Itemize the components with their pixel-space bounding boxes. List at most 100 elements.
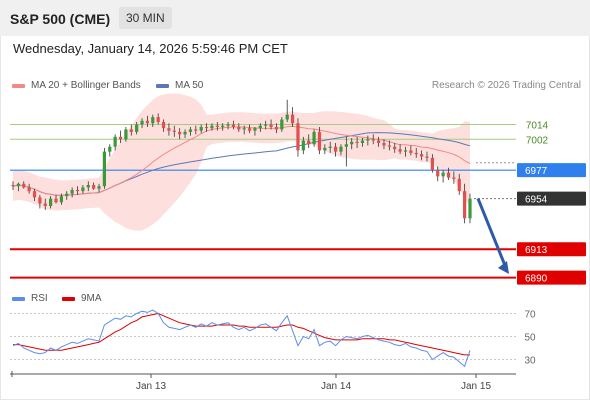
bollinger-band <box>13 93 470 231</box>
candle-body <box>463 191 467 219</box>
level-label-7002: 7002 <box>526 135 549 146</box>
legend-9ma: 9MA <box>62 293 102 304</box>
candle-body <box>221 125 225 127</box>
candle-body <box>393 146 397 150</box>
candle-body <box>156 117 160 122</box>
candle-body <box>194 129 198 131</box>
candle-body <box>253 128 257 131</box>
candle-body <box>290 114 295 124</box>
forecast-arrow-head <box>498 260 509 274</box>
candle-body <box>446 172 451 178</box>
candle-body <box>258 125 262 129</box>
candle-body <box>86 185 90 188</box>
candle-body <box>70 189 74 194</box>
timestamp: Wednesday, January 14, 2026 5:59:46 PM C… <box>13 41 288 56</box>
candle-body <box>419 154 424 157</box>
x-tick-label-1: Jan 14 <box>321 381 351 392</box>
candle-body <box>27 187 31 192</box>
candle-body <box>199 126 203 131</box>
rsi-line <box>12 309 471 368</box>
legend-ma20: MA 20 + Bollinger Bands <box>12 80 141 91</box>
candle-body <box>183 131 187 135</box>
candle-body <box>468 198 472 219</box>
candle-body <box>376 140 381 143</box>
candle-body <box>387 145 391 147</box>
candle-body <box>188 129 193 132</box>
candle-body <box>59 196 64 203</box>
candle-body <box>312 131 316 145</box>
ma20-swatch <box>12 83 25 88</box>
candle-body <box>280 119 284 130</box>
rsi-tick-30: 30 <box>524 356 536 367</box>
candle-body <box>11 185 15 187</box>
candle-body <box>436 170 440 177</box>
candle-body <box>333 146 338 152</box>
level-label-6913: 6913 <box>525 245 548 256</box>
candle-body <box>97 186 101 189</box>
legend-rsi-label: RSI <box>31 293 48 304</box>
candle-body <box>339 146 343 152</box>
candle-body <box>382 143 386 146</box>
rsi-tick-70: 70 <box>524 310 536 321</box>
x-tick-label-0: Jan 13 <box>136 381 166 392</box>
rsi-tick-50: 50 <box>524 333 536 344</box>
candle-body <box>113 136 117 147</box>
candle-body <box>398 149 402 152</box>
candle-body <box>452 177 456 179</box>
candle-body <box>161 122 166 129</box>
candle-body <box>247 128 252 131</box>
candle-body <box>301 140 305 151</box>
candle-body <box>242 128 246 130</box>
candle-body <box>441 172 445 177</box>
level-tag-6954 <box>517 191 586 206</box>
candle-body <box>178 131 182 135</box>
level-label-6977: 6977 <box>525 166 548 177</box>
timeframe-button[interactable]: 30 MIN <box>119 7 172 29</box>
level-tag-6977 <box>517 163 586 178</box>
legend-ma50: MA 50 <box>156 80 203 91</box>
candle-body <box>350 141 354 145</box>
candle-body <box>75 189 80 192</box>
candle-body <box>172 130 176 132</box>
candle-body <box>323 147 327 151</box>
candle-body <box>102 151 107 187</box>
candle-body <box>215 125 219 127</box>
candle-body <box>124 129 128 140</box>
candle-body <box>118 136 123 140</box>
credit-text: Research © 2026 Trading Central <box>431 80 581 91</box>
candle-body <box>65 193 69 197</box>
candle-body <box>274 126 279 130</box>
level-tag-6913 <box>517 242 586 257</box>
rsi-ma-line <box>13 312 470 356</box>
candle-body <box>226 124 230 126</box>
candle-body <box>210 125 214 129</box>
level-tag-6890 <box>517 270 586 285</box>
legend-9ma-label: 9MA <box>81 293 102 304</box>
candle-body <box>328 146 332 148</box>
candle-body <box>430 157 434 171</box>
legend-rsi: RSI <box>12 293 48 304</box>
ma9-swatch <box>62 296 75 301</box>
candle-body <box>285 114 289 120</box>
legend-ma20-label: MA 20 + Bollinger Bands <box>31 80 141 91</box>
candle-body <box>344 144 348 147</box>
x-tick-label-2: Jan 15 <box>461 381 491 392</box>
candle-body <box>366 139 370 141</box>
level-label-6890: 6890 <box>525 274 548 285</box>
candle-body <box>108 146 112 152</box>
candle-body <box>409 150 413 153</box>
forecast-arrow-shaft <box>476 198 508 269</box>
candle-body <box>204 126 209 129</box>
ma50-swatch <box>156 83 169 88</box>
candle-body <box>32 191 37 198</box>
level-label-7014: 7014 <box>526 120 549 131</box>
candle-body <box>92 185 96 189</box>
level-label-6954: 6954 <box>525 195 548 206</box>
candle-body <box>54 198 58 203</box>
candle-body <box>307 140 311 145</box>
candle-body <box>167 128 171 131</box>
candle-body <box>425 156 429 158</box>
candle-body <box>355 141 359 143</box>
candle-body <box>457 178 461 192</box>
